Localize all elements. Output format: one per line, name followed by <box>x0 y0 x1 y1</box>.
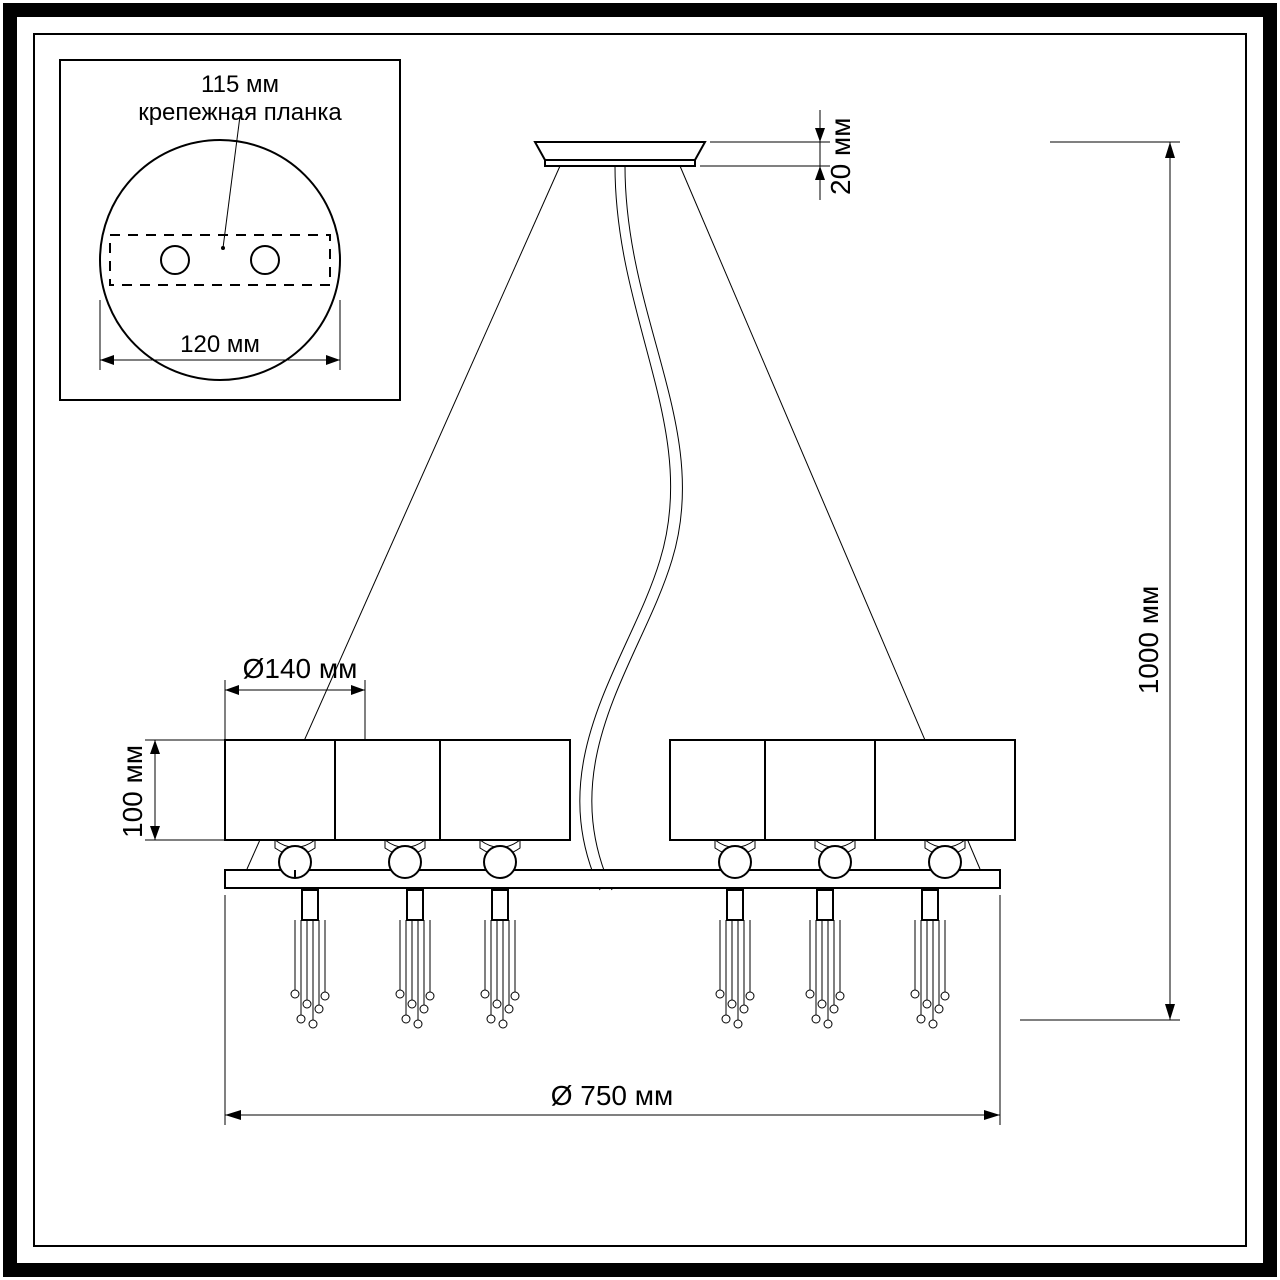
ring <box>225 870 1000 888</box>
inset-detail: 115 мм крепежная планка 120 мм <box>60 60 400 400</box>
dim-inset-120: 120 мм <box>180 331 260 358</box>
dim-canopy-h: 20 мм <box>700 110 856 200</box>
dim-750: Ø 750 мм <box>551 1080 674 1111</box>
dim-1000: 1000 мм <box>1133 586 1164 695</box>
dim-shade-h: 100 мм <box>117 740 225 840</box>
crystals <box>291 890 949 1028</box>
dim-shade-dia: Ø140 мм <box>225 653 365 740</box>
arm-3 <box>440 740 570 878</box>
arm-6 <box>875 740 1015 878</box>
dim-overall-w: Ø 750 мм <box>225 895 1000 1125</box>
dim-overall-h: 1000 мм <box>1020 142 1180 1020</box>
dim-inset-plate: 115 мм <box>201 71 279 98</box>
chandelier <box>225 142 1015 1028</box>
canopy <box>535 142 705 166</box>
technical-drawing: 115 мм крепежная планка 120 мм <box>0 0 1280 1280</box>
dim-20: 20 мм <box>825 118 856 195</box>
label-plate: крепежная планка <box>138 99 342 126</box>
dim-140: Ø140 мм <box>243 653 358 684</box>
dim-100: 100 мм <box>117 745 148 838</box>
